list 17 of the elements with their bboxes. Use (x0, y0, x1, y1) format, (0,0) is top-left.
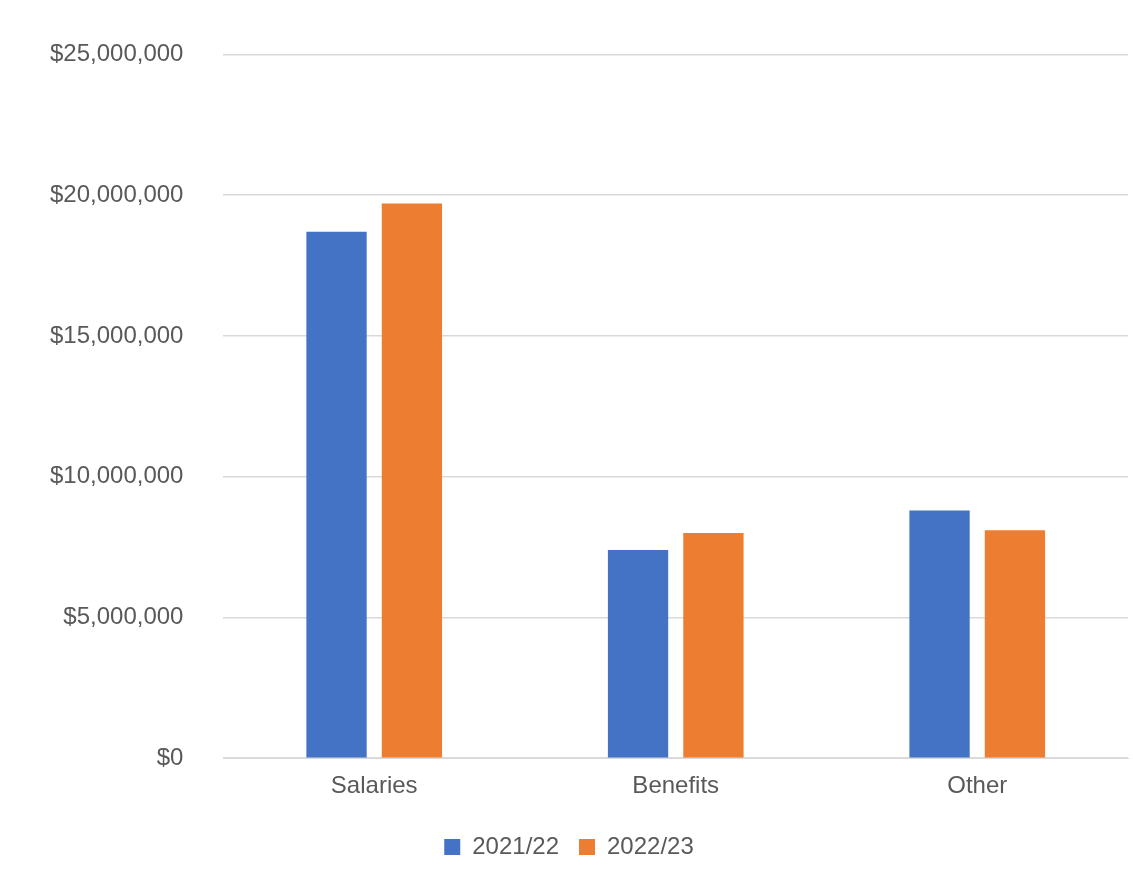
bar (306, 231, 367, 758)
y-tick-label: $10,000,000 (50, 461, 184, 489)
y-tick-label: $25,000,000 (50, 39, 184, 67)
bar (607, 549, 669, 758)
legend-label: 2022/23 (607, 831, 694, 859)
bar (984, 530, 1046, 758)
y-tick-label: $20,000,000 (50, 179, 184, 207)
bar (381, 203, 443, 758)
legend-label: 2021/22 (472, 831, 560, 859)
y-tick-label: $0 (156, 742, 184, 770)
bar (683, 532, 744, 758)
y-tick-label: $5,000,000 (63, 602, 184, 630)
x-tick-label: Other (947, 771, 1008, 799)
y-tick-label: $15,000,000 (50, 320, 184, 348)
bar (909, 510, 970, 758)
x-tick-label: Salaries (330, 771, 418, 799)
x-tick-label: Benefits (632, 771, 720, 799)
